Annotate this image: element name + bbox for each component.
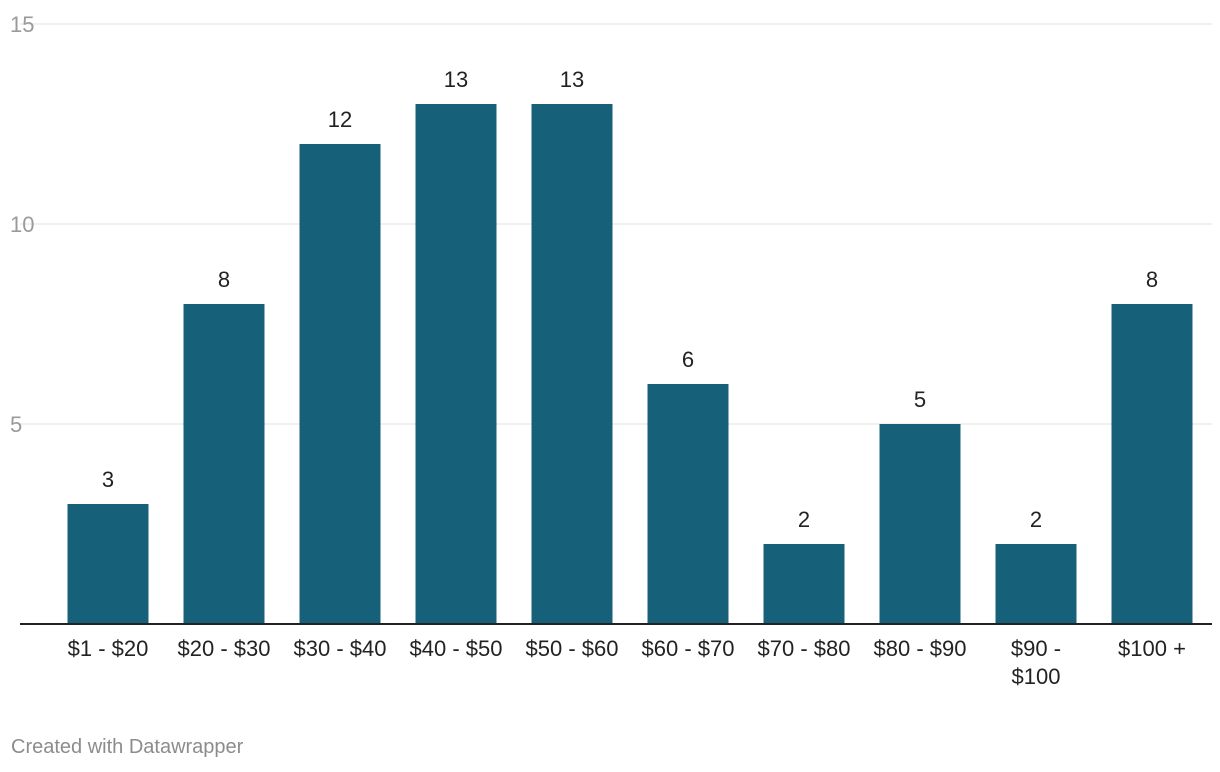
x-tick-label-7: $70 - $80: [758, 636, 851, 661]
x-tick-label-5: $50 - $60: [526, 636, 619, 661]
data-label-1: 3: [102, 467, 114, 492]
data-label-6: 6: [682, 347, 694, 372]
bar-10: [1111, 304, 1193, 624]
bar-3: [299, 144, 381, 624]
x-tick-label-6: $60 - $70: [642, 636, 735, 661]
x-tick-label-3: $30 - $40: [294, 636, 387, 661]
bar-4: [415, 104, 497, 624]
x-tick-label-9: $90 -$100: [1011, 636, 1061, 689]
bar-8: [879, 424, 961, 624]
bar-5: [531, 104, 613, 624]
data-label-3: 12: [328, 107, 352, 132]
data-label-10: 8: [1146, 267, 1158, 292]
data-label-4: 13: [444, 67, 468, 92]
bar-2: [183, 304, 265, 624]
bar-9: [995, 544, 1077, 624]
x-tick-label-8: $80 - $90: [874, 636, 967, 661]
data-label-9: 2: [1030, 507, 1042, 532]
data-label-5: 13: [560, 67, 584, 92]
bar-6: [647, 384, 729, 624]
y-tick-label-15: 15: [10, 12, 34, 37]
y-tick-label-5: 5: [10, 412, 22, 437]
x-tick-label-2: $20 - $30: [178, 636, 271, 661]
data-label-2: 8: [218, 267, 230, 292]
bar-1: [67, 504, 149, 624]
data-label-8: 5: [914, 387, 926, 412]
x-tick-label-4: $40 - $50: [410, 636, 503, 661]
x-tick-label-10: $100 +: [1118, 636, 1186, 661]
y-tick-label-10: 10: [10, 212, 34, 237]
bar-7: [763, 544, 845, 624]
credit-text[interactable]: Created with Datawrapper: [11, 736, 244, 758]
data-label-7: 2: [798, 507, 810, 532]
x-tick-label-1: $1 - $20: [68, 636, 149, 661]
